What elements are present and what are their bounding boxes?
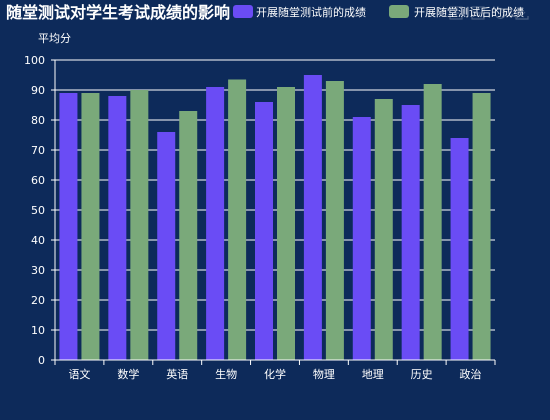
bar-before-0[interactable] (59, 93, 78, 360)
x-tick-label: 语文 (68, 367, 90, 381)
y-tick-label: 80 (31, 114, 45, 127)
y-tick-label: 50 (31, 204, 45, 217)
bars (59, 75, 491, 361)
zoom-icon[interactable] (449, 6, 463, 20)
x-tick-label: 政治 (460, 367, 482, 381)
toolbox[interactable] (449, 6, 529, 20)
y-tick-label: 0 (38, 354, 45, 367)
bar-after-8[interactable] (472, 93, 491, 360)
grid-lines (55, 59, 495, 331)
bar-after-0[interactable] (81, 93, 100, 360)
x-tick-label: 英语 (166, 367, 188, 381)
chart-title: 随堂测试对学生考试成绩的影响 (6, 3, 230, 22)
y-tick-label: 10 (31, 324, 45, 337)
x-tick-label: 生物 (215, 367, 237, 381)
bar-before-3[interactable] (206, 87, 225, 360)
bar-after-6[interactable] (374, 99, 393, 360)
y-tick-label: 90 (31, 84, 45, 97)
save-image-icon[interactable] (515, 7, 529, 20)
x-tick-label: 历史 (411, 368, 433, 381)
legend-swatch-after (389, 5, 409, 18)
y-axis-label: 平均分 (38, 32, 71, 45)
bar-before-1[interactable] (108, 96, 127, 360)
x-tick-label: 地理 (362, 368, 384, 381)
bar-after-2[interactable] (179, 111, 198, 360)
bar-after-3[interactable] (228, 79, 247, 361)
legend-item-after[interactable]: 开展随堂测试后的成绩 (389, 5, 524, 19)
y-tick-label: 60 (31, 174, 45, 187)
x-tick-label: 物理 (313, 367, 335, 381)
restore-icon[interactable] (494, 7, 506, 19)
zoom-reset-icon[interactable] (471, 6, 485, 20)
y-tick-label: 40 (31, 234, 45, 247)
y-tick-label: 70 (31, 144, 45, 157)
x-tick-label: 数学 (117, 367, 139, 381)
legend-item-before[interactable]: 开展随堂测试前的成绩 (233, 5, 366, 19)
x-tick-label: 化学 (264, 367, 286, 381)
bar-after-5[interactable] (325, 81, 344, 360)
axes: 0 10 20 30 40 50 60 70 80 90 100 语文 数学 英语 生物 化学 物理 地理 历史 政治 (24, 54, 496, 381)
bar-after-1[interactable] (130, 90, 149, 360)
legend-label-before: 开展随堂测试前的成绩 (256, 5, 366, 19)
bar-before-4[interactable] (255, 102, 273, 360)
bar-before-8[interactable] (450, 138, 469, 360)
bar-before-5[interactable] (303, 75, 322, 360)
legend-swatch-before (233, 5, 253, 18)
legend-label-after: 开展随堂测试后的成绩 (414, 5, 524, 19)
bar-before-2[interactable] (157, 132, 176, 360)
y-tick-label: 30 (31, 264, 45, 277)
bar-after-7[interactable] (423, 84, 442, 360)
legend[interactable]: 开展随堂测试前的成绩 开展随堂测试后的成绩 (233, 5, 524, 19)
bar-before-6[interactable] (352, 117, 371, 360)
bar-before-7[interactable] (401, 105, 420, 360)
y-tick-label: 100 (24, 54, 45, 67)
bar-after-4[interactable] (277, 87, 295, 360)
y-tick-label: 20 (31, 294, 45, 307)
